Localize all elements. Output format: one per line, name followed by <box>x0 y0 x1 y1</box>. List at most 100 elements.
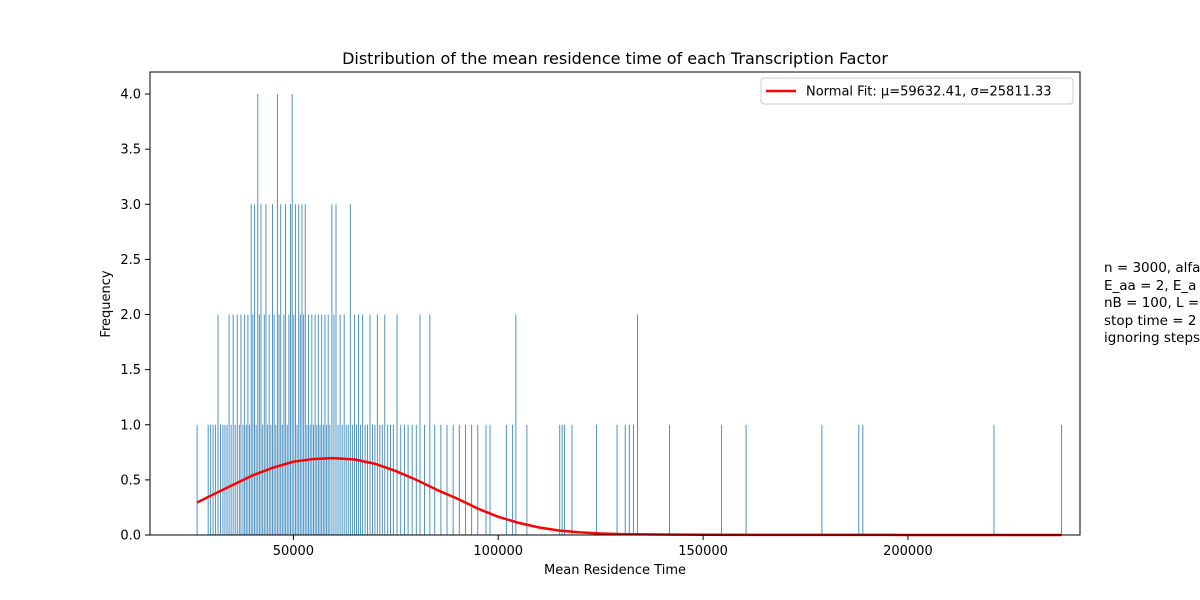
histogram-bar <box>745 424 747 535</box>
histogram-bar <box>358 314 360 535</box>
histogram-bar <box>298 204 300 536</box>
histogram-bar <box>559 424 561 535</box>
histogram-bar <box>337 424 339 535</box>
histogram-bar <box>858 424 860 535</box>
x-tick-label: 100000 <box>473 544 523 559</box>
histogram-bar <box>215 424 217 535</box>
histogram-bar <box>360 424 362 535</box>
histogram-bar <box>293 314 295 535</box>
histogram-bar <box>224 424 226 535</box>
histogram-bar <box>624 424 626 535</box>
histogram-bar <box>392 424 394 535</box>
histogram-bar <box>333 314 335 535</box>
histogram-bar <box>571 424 573 535</box>
histogram-bar <box>212 424 214 535</box>
plot-area <box>149 71 1081 537</box>
histogram-bar <box>275 424 277 535</box>
histogram-bar <box>429 314 431 535</box>
histogram-bar <box>464 424 466 535</box>
y-tick-label: 0.0 <box>120 529 141 544</box>
histogram-bar <box>419 314 421 535</box>
histogram-bar <box>411 424 413 535</box>
histogram-bar <box>265 204 267 536</box>
histogram-bar <box>505 424 507 535</box>
x-axis-ticks: 50000 100000 150000 200000 <box>273 535 933 559</box>
histogram-bar <box>304 204 306 536</box>
histogram-bar <box>721 424 723 535</box>
histogram-bar <box>260 204 262 536</box>
histogram-bar <box>512 424 514 535</box>
histogram-bar <box>272 204 273 536</box>
x-tick-label: 50000 <box>273 544 314 559</box>
histogram-bar <box>452 424 454 535</box>
histogram-bar <box>273 314 275 535</box>
histogram-bar <box>232 314 234 535</box>
histogram-bar <box>353 314 355 535</box>
histogram-bar <box>379 424 381 535</box>
histogram-bar <box>407 424 409 535</box>
histogram-bar <box>349 204 351 536</box>
histogram-bar <box>309 424 311 535</box>
histogram-bar <box>458 424 460 535</box>
histogram-bar <box>341 424 343 535</box>
histogram-bar <box>347 424 349 535</box>
parameters-note: n = 3000, alfa E_aa = 2, E_a nB = 100, L =… <box>1104 260 1200 348</box>
histogram-bar <box>255 424 257 535</box>
parameters-note-line: n = 3000, alfa <box>1104 260 1200 276</box>
parameters-note-line: nB = 100, L = <box>1104 295 1200 311</box>
histogram-bar <box>489 424 491 535</box>
histogram-bar <box>862 424 864 535</box>
histogram-bar <box>311 314 313 535</box>
histogram-bar <box>319 424 321 535</box>
histogram-bar <box>637 314 639 535</box>
histogram-bar <box>616 424 618 535</box>
histogram-bar <box>283 314 285 535</box>
histogram-bar <box>290 204 292 536</box>
histogram-bar <box>322 424 324 535</box>
histogram-bar <box>314 314 316 535</box>
legend-entry-normal-fit: Normal Fit: μ=59632.41, σ=25811.33 <box>806 85 1052 100</box>
histogram-bar <box>316 424 318 535</box>
histogram-bar <box>561 424 563 535</box>
histogram-bar <box>288 314 290 535</box>
histogram-bar <box>245 424 247 535</box>
histogram-bar <box>345 424 347 535</box>
histogram-bar <box>339 314 341 535</box>
y-axis-ticks: 0.0 0.5 1.0 1.5 2.0 2.5 3.0 3.5 4.0 <box>120 88 150 544</box>
histogram-bar <box>564 424 566 535</box>
histogram-bar <box>515 314 517 535</box>
histogram-bar <box>280 204 282 536</box>
histogram-bar <box>362 314 364 535</box>
histogram-bar <box>249 424 251 535</box>
histogram-bar <box>262 424 264 535</box>
plot-frame <box>149 71 1081 536</box>
histogram-bar <box>308 314 310 535</box>
histogram-bar <box>296 424 298 535</box>
histogram-bar <box>355 424 357 535</box>
y-tick-label: 1.0 <box>120 418 141 433</box>
histogram-bar <box>403 424 405 535</box>
y-tick-label: 3.0 <box>120 198 141 213</box>
histogram-bar <box>317 314 319 535</box>
y-tick-label: 3.5 <box>120 143 141 158</box>
histogram-bar <box>263 314 265 535</box>
chart-title: Distribution of the mean residence time … <box>342 49 888 68</box>
histogram-bar <box>294 204 296 536</box>
histogram-bar <box>384 314 386 535</box>
histogram-bar <box>485 424 487 535</box>
histogram-bar <box>329 424 331 535</box>
histogram-bar <box>387 424 389 535</box>
histogram-bar <box>396 314 398 535</box>
histogram-bar <box>376 314 378 535</box>
histogram-bar <box>217 314 219 535</box>
histogram-bar <box>312 424 314 535</box>
histogram-bar <box>821 424 823 535</box>
y-tick-label: 2.0 <box>120 308 141 323</box>
histogram-bar <box>381 424 383 535</box>
y-tick-label: 1.5 <box>120 363 141 378</box>
histogram-bar <box>471 424 473 535</box>
histogram-bar <box>253 204 255 536</box>
histogram-bar <box>268 314 270 535</box>
parameters-note-line: E_aa = 2, E_a <box>1104 277 1197 294</box>
histogram-bar <box>234 424 236 535</box>
